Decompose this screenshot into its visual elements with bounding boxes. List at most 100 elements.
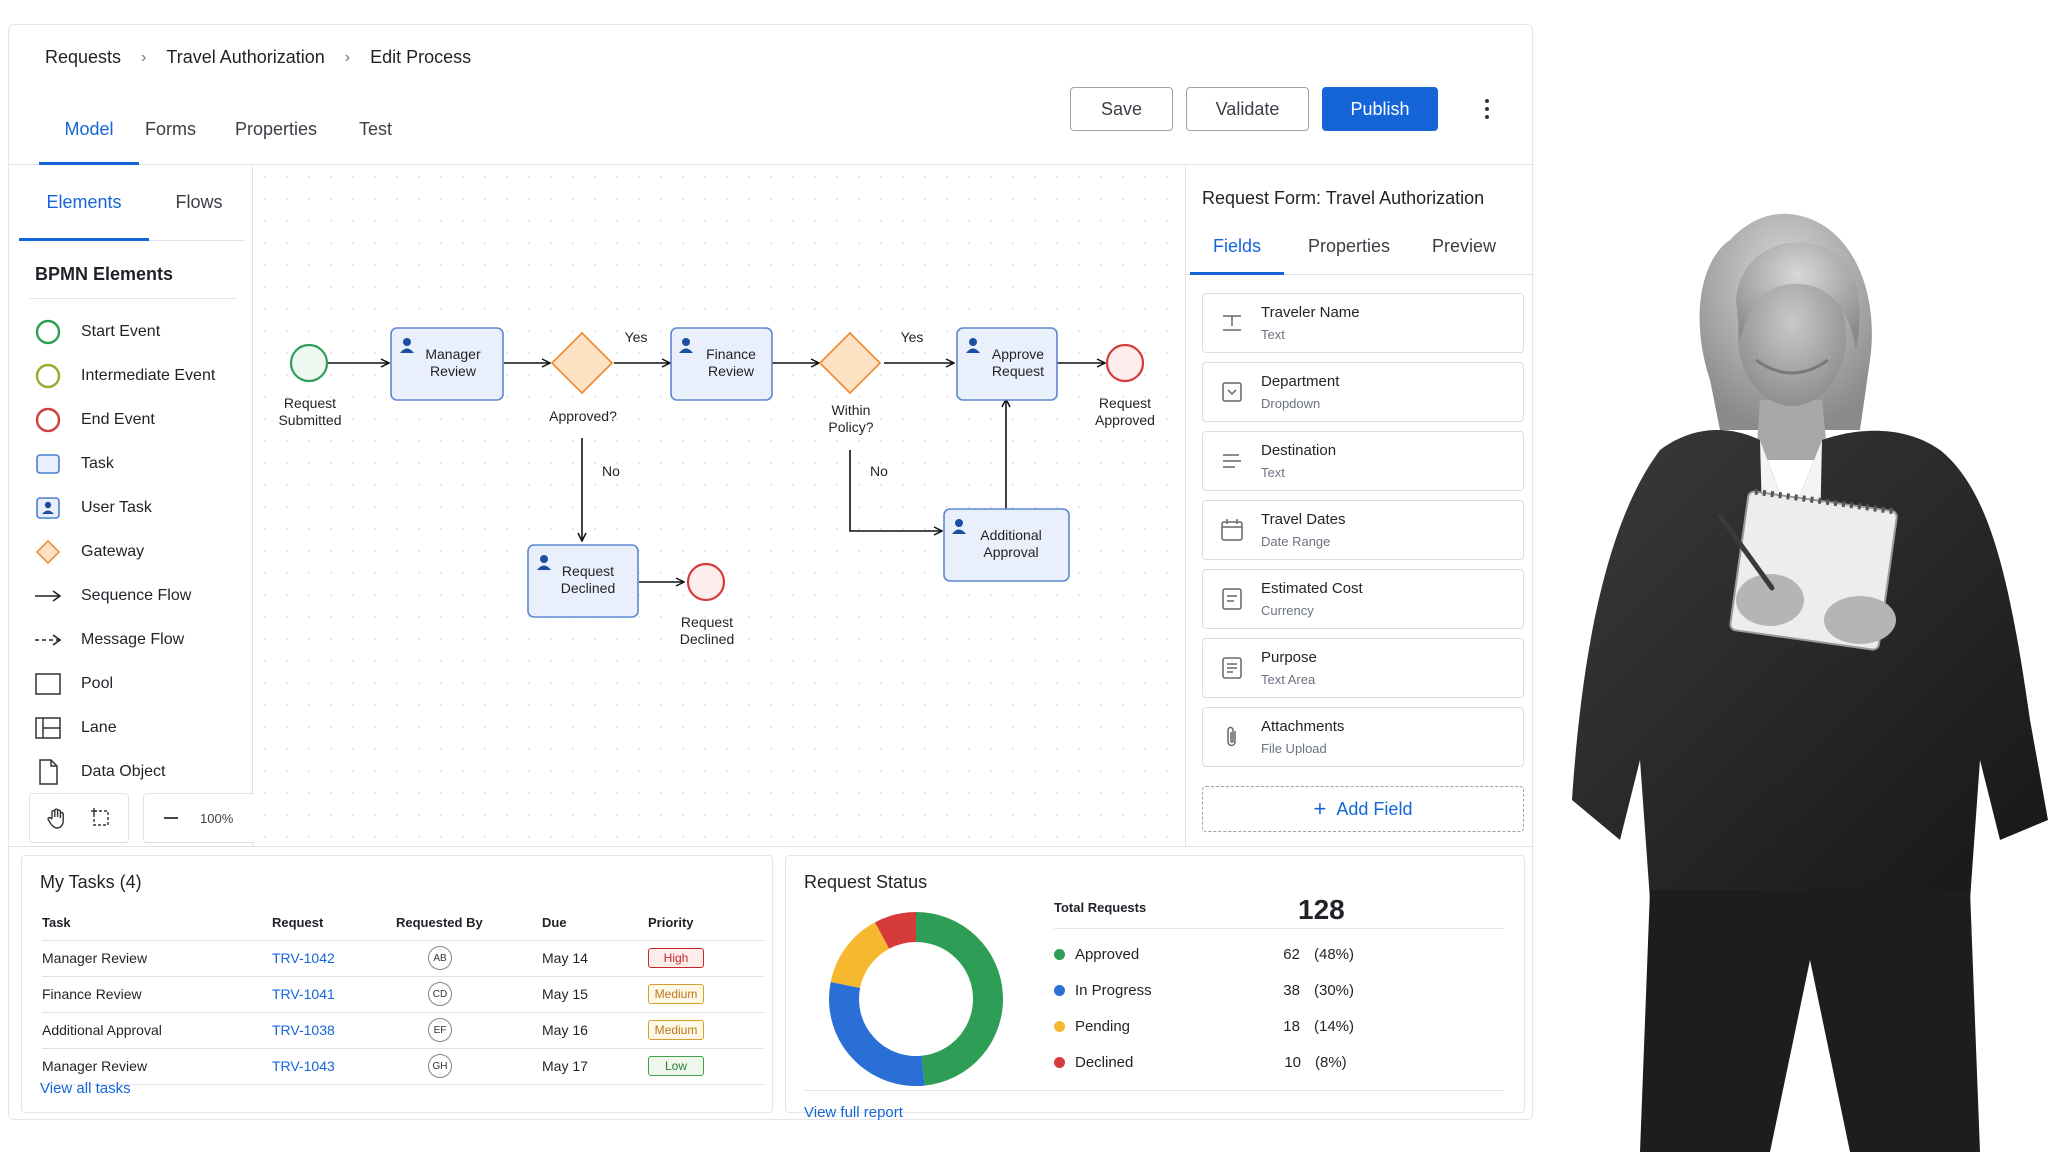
table-row[interactable]: Manager Review TRV-1043 GH May 17 Low <box>42 1048 764 1085</box>
node-label-request-declined: Request Declined <box>680 614 734 647</box>
add-field-button[interactable]: + Add Field <box>1202 786 1524 832</box>
flow-label-yes: Yes <box>625 329 648 345</box>
node-label-request-submitted: Request Submitted <box>278 395 341 428</box>
element-task[interactable]: Task <box>33 442 243 486</box>
legend-count: 38 <box>1283 981 1300 999</box>
table-row[interactable]: Manager Review TRV-1042 AB May 14 High <box>42 940 764 977</box>
element-data-object[interactable]: Data Object <box>33 750 243 794</box>
request-link[interactable]: TRV-1038 <box>272 1022 335 1038</box>
form-field-purpose[interactable]: Purpose Text Area <box>1202 638 1524 698</box>
left-panel-tabs: Elements Flows <box>19 166 245 241</box>
task-node-manager-review[interactable]: Manager Review <box>390 327 504 401</box>
end-event-node-declined[interactable] <box>686 562 726 602</box>
donut-slice-approved[interactable] <box>915 912 1003 1086</box>
my-tasks-title: My Tasks (4) <box>40 872 142 892</box>
field-name: Attachments <box>1261 718 1345 735</box>
tab-properties[interactable]: Properties <box>235 119 318 139</box>
user-icon <box>952 519 966 534</box>
donut-slice-in-progress[interactable] <box>829 982 925 1086</box>
due-date: May 15 <box>542 976 648 1013</box>
request-status-title: Request Status <box>804 872 928 892</box>
gateway-node-approved[interactable] <box>550 331 614 395</box>
form-designer-panel: Request Form: Travel Authorization Field… <box>1185 166 1534 846</box>
more-options-icon[interactable] <box>1475 95 1499 123</box>
form-field-travel-dates[interactable]: Travel Dates Date Range <box>1202 500 1524 560</box>
tab-test[interactable]: Test <box>359 119 393 139</box>
element-lane[interactable]: Lane <box>33 706 243 750</box>
element-intermediate-event[interactable]: Intermediate Event <box>33 354 243 398</box>
view-full-report-link[interactable]: View full report <box>804 1104 903 1121</box>
publish-button[interactable]: Publish <box>1322 87 1438 131</box>
divider <box>29 298 237 299</box>
element-start-event[interactable]: Start Event <box>33 310 243 354</box>
table-row[interactable]: Finance Review TRV-1041 CD May 15 Medium <box>42 976 764 1013</box>
end-event-node-approved[interactable] <box>1105 343 1145 383</box>
priority-badge: High <box>648 948 704 968</box>
tab-fields[interactable]: Fields <box>1190 221 1284 275</box>
legend-item: Declined 10 (8%) <box>1054 1044 1354 1080</box>
breadcrumb-requests[interactable]: Requests <box>45 47 122 67</box>
avatar: AB <box>428 946 452 970</box>
view-all-tasks-link[interactable]: View all tasks <box>40 1080 131 1097</box>
gateway-label-approved: Approved? <box>549 408 617 424</box>
tab-model[interactable]: Model <box>39 97 139 165</box>
flow-policy-additional[interactable] <box>849 450 942 531</box>
element-sequence-flow[interactable]: Sequence Flow <box>33 574 243 618</box>
sequence-flows <box>328 363 1105 582</box>
pool-icon <box>33 669 63 699</box>
bpmn-elements-title: BPMN Elements <box>35 264 174 284</box>
chevron-right-icon: › <box>344 48 351 66</box>
field-type: Text <box>1261 327 1285 342</box>
tab-forms[interactable]: Forms <box>145 119 196 139</box>
form-field-department[interactable]: Department Dropdown <box>1202 362 1524 422</box>
form-field-traveler-name[interactable]: Traveler Name Text <box>1202 293 1524 353</box>
due-date: May 16 <box>542 1012 648 1049</box>
form-field-attachments[interactable]: Attachments File Upload <box>1202 707 1524 767</box>
element-gateway[interactable]: Gateway <box>33 530 243 574</box>
requested-by-cell: EF <box>396 1012 542 1049</box>
process-canvas[interactable]: Yes Yes No No Request Submitted Manager Re… <box>254 166 1184 846</box>
task-node-finance-review[interactable]: Finance Review <box>670 327 773 401</box>
task-node-request-declined[interactable]: Request Declined <box>527 544 639 618</box>
form-field-estimated-cost[interactable]: Estimated Cost Currency <box>1202 569 1524 629</box>
requested-by-cell: CD <box>396 976 542 1013</box>
donut-slice-pending[interactable] <box>830 922 890 989</box>
task-node-approve-request[interactable]: Approve Request <box>956 327 1058 401</box>
chevron-right-icon: › <box>141 48 147 66</box>
tab-form-properties[interactable]: Properties <box>1307 236 1391 256</box>
hand-pan-icon[interactable] <box>42 803 72 833</box>
user-icon <box>400 338 414 353</box>
table-row[interactable]: Additional Approval TRV-1038 EF May 16 M… <box>42 1012 764 1049</box>
priority-badge: Medium <box>648 984 704 1004</box>
request-status-card: Request Status Total Requests 128 Approv… <box>785 855 1525 1121</box>
tab-elements[interactable]: Elements <box>19 166 149 241</box>
element-label: Data Object <box>81 763 166 780</box>
element-label: User Task <box>81 499 152 516</box>
lasso-select-icon[interactable] <box>86 803 116 833</box>
legend-dot <box>1054 1056 1065 1068</box>
task-node-additional-approval[interactable]: Additional Approval <box>943 508 1070 582</box>
save-button[interactable]: Save <box>1070 87 1173 131</box>
element-end-event[interactable]: End Event <box>33 398 243 442</box>
request-link[interactable]: TRV-1041 <box>272 986 335 1002</box>
request-link[interactable]: TRV-1043 <box>272 1058 335 1074</box>
zoom-out-icon[interactable] <box>156 803 186 833</box>
tool-group-select <box>29 793 129 843</box>
tab-preview[interactable]: Preview <box>1431 236 1497 256</box>
start-event-node[interactable] <box>289 343 329 383</box>
avatar: CD <box>428 982 452 1006</box>
requested-by-cell: GH <box>396 1048 542 1085</box>
element-user-task[interactable]: User Task <box>33 486 243 530</box>
form-field-destination[interactable]: Destination Text <box>1202 431 1524 491</box>
gateway-node-within-policy[interactable] <box>818 331 882 395</box>
request-id-cell: TRV-1043 <box>272 1048 396 1085</box>
element-message-flow[interactable]: Message Flow <box>33 618 243 662</box>
element-pool[interactable]: Pool <box>33 662 243 706</box>
flow-label-no: No <box>870 463 888 479</box>
legend-item: Approved 62 (48%) <box>1054 936 1354 972</box>
tab-flows[interactable]: Flows <box>175 192 223 212</box>
breadcrumb-travel-authorization[interactable]: Travel Authorization <box>166 47 325 67</box>
validate-button[interactable]: Validate <box>1186 87 1309 131</box>
request-link[interactable]: TRV-1042 <box>272 950 335 966</box>
donut-slice-declined[interactable] <box>874 912 917 950</box>
